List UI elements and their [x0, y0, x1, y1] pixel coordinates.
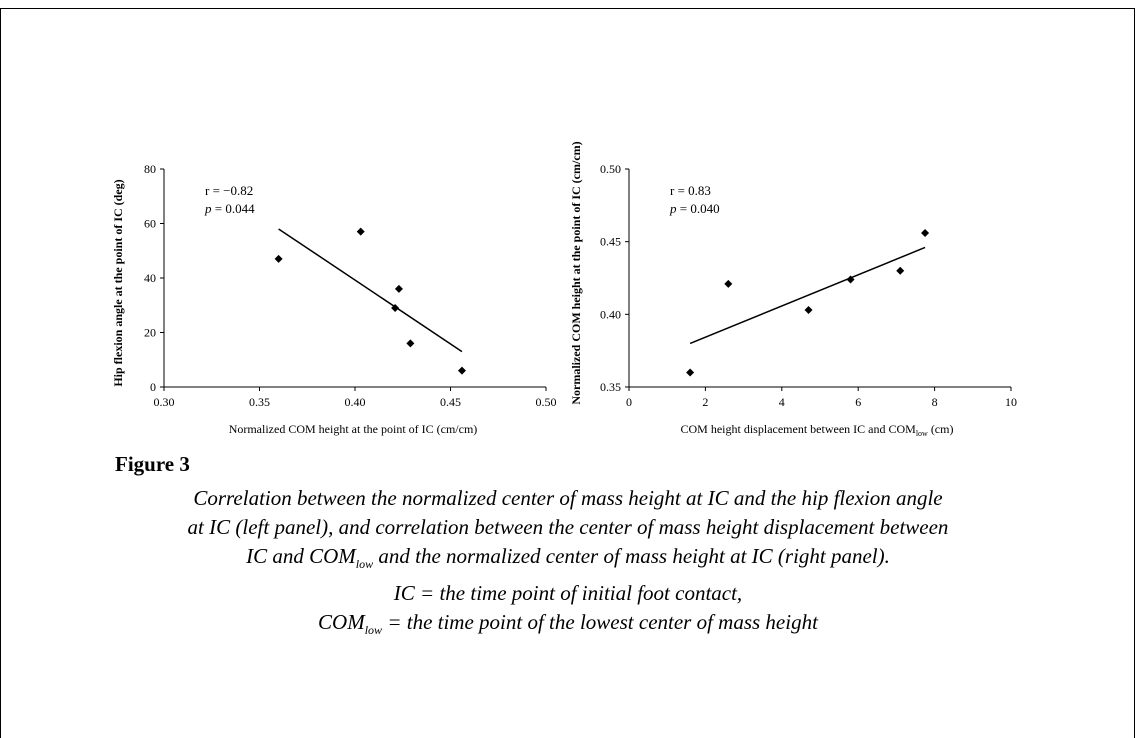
- y-tick-label: 0: [150, 380, 156, 394]
- data-point: [406, 339, 415, 348]
- x-axis-label-unit: (cm): [928, 422, 954, 436]
- figure-frame: [0, 8, 1135, 738]
- x-tick-label: 0: [626, 395, 632, 409]
- data-point: [724, 279, 733, 288]
- y-axis-label: Hip flexion angle at the point of IC (de…: [111, 179, 125, 386]
- annotation-p: p = 0.044: [204, 201, 255, 216]
- y-tick-label: 40: [144, 271, 156, 285]
- caption-line-1: Correlation between the normalized cente…: [193, 486, 943, 510]
- x-tick-label: 4: [779, 395, 785, 409]
- x-tick-label: 2: [702, 395, 708, 409]
- data-point: [457, 366, 466, 375]
- trendline: [278, 228, 463, 353]
- annotation-p-label: p: [669, 201, 677, 216]
- x-tick-label: 0.30: [154, 395, 175, 409]
- annotation-p-label: p: [204, 201, 212, 216]
- x-tick-label: 6: [855, 395, 861, 409]
- caption-line-5-post: = the time point of the lowest center of…: [382, 610, 818, 635]
- y-tick-label: 0.50: [600, 162, 621, 176]
- caption-line-5-pre: COM: [318, 610, 365, 635]
- y-tick-label: 0.35: [600, 380, 621, 394]
- x-axis-label: COM height displacement between IC and C…: [681, 422, 954, 438]
- x-axis-label: Normalized COM height at the point of IC…: [229, 422, 478, 436]
- caption-line-5: COMlow = the time point of the lowest ce…: [60, 608, 1076, 645]
- x-tick-label: 0.35: [249, 395, 270, 409]
- caption-line-3: IC and COMlow and the normalized center …: [60, 542, 1076, 579]
- x-tick-label: 10: [1005, 395, 1017, 409]
- y-tick-label: 20: [144, 326, 156, 340]
- data-point: [896, 266, 905, 275]
- data-point: [846, 275, 855, 284]
- caption-line-3-pre: IC and COM: [246, 544, 356, 568]
- data-point: [686, 368, 695, 377]
- right-scatter-chart: 0 2 4 6 8 10 0.35 0.40 0.45 0.50 r = 0.83 p = 0.0…: [569, 141, 1017, 438]
- x-axis-label-sub: low: [916, 429, 928, 438]
- caption-line-4: IC = the time point of initial foot cont…: [393, 581, 743, 606]
- annotation-p-value: = 0.040: [677, 201, 720, 216]
- x-axis-label-main: COM height displacement between IC and C…: [681, 422, 917, 436]
- y-tick-label: 80: [144, 162, 156, 176]
- data-point: [391, 303, 400, 312]
- caption-line-3-sub: low: [355, 557, 374, 572]
- x-tick-label: 0.40: [345, 395, 366, 409]
- x-tick-label: 0.50: [536, 395, 557, 409]
- caption-line-5-sub: low: [364, 623, 383, 638]
- annotation-p: p = 0.040: [669, 201, 720, 216]
- y-tick-label: 0.45: [600, 235, 621, 249]
- y-tick-label: 60: [144, 217, 156, 231]
- data-point: [356, 227, 365, 236]
- annotation-r: r = −0.82: [205, 183, 253, 198]
- caption-line-2: at IC (left panel), and correlation betw…: [187, 515, 949, 539]
- annotation-r: r = 0.83: [670, 183, 711, 198]
- data-point: [274, 254, 283, 263]
- figure-title: Figure 3: [115, 452, 190, 476]
- data-point: [804, 305, 813, 314]
- y-axis-label: Normalized COM height at the point of IC…: [569, 141, 583, 404]
- figure-caption: Correlation between the normalized cente…: [60, 484, 1076, 645]
- x-tick-label: 8: [932, 395, 938, 409]
- trendline: [689, 246, 926, 345]
- data-point: [921, 228, 930, 237]
- annotation-p-value: = 0.044: [212, 201, 256, 216]
- data-point: [394, 284, 403, 293]
- y-tick-label: 0.40: [600, 307, 621, 321]
- caption-line-3-post: and the normalized center of mass height…: [373, 544, 890, 568]
- x-tick-label: 0.45: [440, 395, 461, 409]
